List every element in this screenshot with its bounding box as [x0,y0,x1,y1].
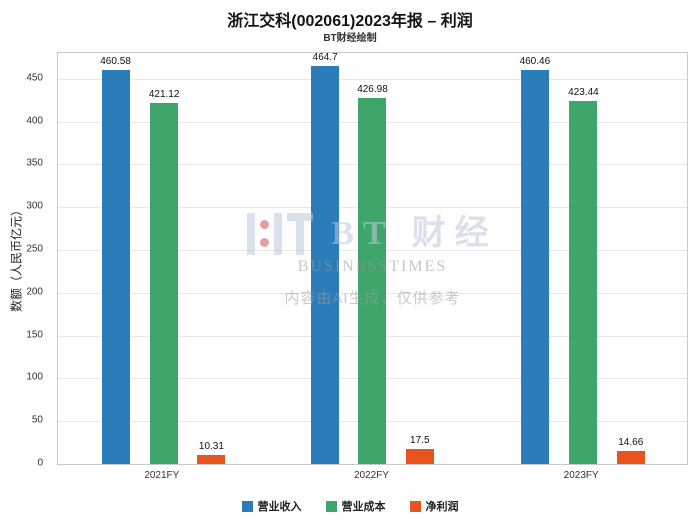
y-tick-label: 250 [26,243,43,255]
y-tick-label: 150 [26,329,43,341]
bar-value-label: 421.12 [148,89,180,101]
bar-value-label: 17.5 [410,435,430,447]
y-tick-label: 0 [37,457,43,469]
bar-column: 14.66 [616,437,645,464]
bar [616,451,645,464]
y-tick-label: 200 [26,286,43,298]
bar-column: 10.31 [197,441,226,464]
x-axis-labels: 2021FY 2022FY 2023FY [57,470,688,484]
x-tick-label: 2022FY [353,470,390,481]
bar [405,449,434,464]
x-tick-label: 2023FY [563,470,599,481]
bar-column: 464.7 [311,52,340,464]
bar [520,69,549,464]
bar-column: 426.98 [357,84,388,464]
bar-column: 423.44 [568,87,599,464]
y-axis-ticks: 0 50 100 150 200 250 300 350 400 450 [0,52,52,468]
bar [101,69,130,464]
bar [150,103,179,464]
bar-value-label: 464.7 [312,52,338,64]
legend-item: 营业收入 [241,498,302,514]
legend-label: 净利润 [425,501,459,513]
bar-column: 460.46 [519,55,551,464]
y-tick-label: 50 [31,414,43,426]
legend-label: 营业收入 [257,501,302,513]
bar [311,66,340,464]
legend-item: 净利润 [409,498,459,514]
legend-swatch [241,500,253,512]
bar-column: 421.12 [148,89,180,464]
chart-subtitle: BT财经绘制 [323,33,377,44]
legend-swatch [409,500,421,512]
legend-swatch [325,500,337,512]
bar-value-label: 460.58 [100,55,131,67]
bar [197,455,226,464]
y-tick-label: 100 [26,371,43,383]
bar-value-label: 426.98 [357,84,388,96]
x-tick-label: 2021FY [144,470,180,481]
bar [569,101,598,464]
bar-value-label: 10.31 [198,441,224,453]
bar [358,98,387,464]
chart-title: 浙江交科(002061)2023年报 – 利润 [227,13,473,30]
bar-value-label: 460.46 [519,55,551,67]
legend-item: 营业成本 [325,498,386,514]
bar-group: 460.58 421.12 10.31 [58,53,268,464]
gridline [58,78,687,80]
y-tick-label: 350 [26,157,43,169]
bar-group: 460.46 423.44 14.66 [477,53,687,464]
y-tick-label: 400 [26,115,43,126]
bar-column: 460.58 [100,56,131,464]
legend: 营业收入 营业成本 净利润 [0,498,700,514]
bar-value-label: 423.44 [568,87,599,99]
legend-label: 营业成本 [341,501,386,513]
bar-column: 17.5 [405,435,434,464]
bar-group: 464.7 426.98 17.5 [268,52,478,464]
y-tick-label: 450 [26,72,43,84]
plot-area: 460.58 421.12 10.31 464.7 426.98 17.5 460.46 42… [57,52,688,465]
y-tick-label: 300 [26,200,43,212]
bar-value-label: 14.66 [618,437,644,449]
